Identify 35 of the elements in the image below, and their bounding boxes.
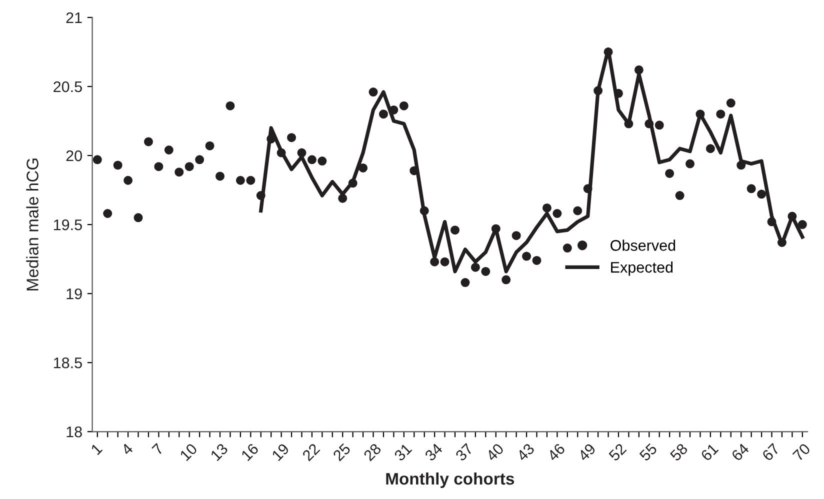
x-tick-label: 10 bbox=[179, 442, 198, 462]
x-tick-label: 37 bbox=[454, 442, 474, 462]
x-tick-label: 70 bbox=[792, 442, 811, 462]
x-tick-label: 67 bbox=[762, 442, 780, 462]
y-axis-title: Median male hCG bbox=[26, 158, 38, 290]
x-tick-label: 16 bbox=[240, 442, 260, 462]
x-tick-label: 25 bbox=[332, 442, 352, 462]
y-tick-label: 18.5 bbox=[54, 357, 82, 368]
x-tick-label: 58 bbox=[669, 442, 688, 462]
x-tick-label: 28 bbox=[363, 442, 382, 462]
x-tick-label: 7 bbox=[152, 442, 164, 456]
y-tick-label: 20.5 bbox=[54, 81, 82, 92]
x-tick-label: 4 bbox=[120, 442, 134, 456]
x-tick-label: 43 bbox=[516, 442, 535, 462]
x-tick-label: 52 bbox=[608, 442, 627, 462]
legend-label: Observed bbox=[610, 240, 676, 251]
x-tick-label: 13 bbox=[210, 442, 228, 462]
x-tick-label: 61 bbox=[700, 442, 719, 462]
x-tick-label: 64 bbox=[730, 442, 750, 462]
y-tick-label: 18 bbox=[66, 426, 82, 438]
x-tick-label: 22 bbox=[302, 442, 320, 462]
y-tick-label: 19 bbox=[66, 288, 82, 300]
y-tick-label: 21 bbox=[66, 12, 82, 23]
y-tick-label: 20 bbox=[66, 150, 82, 162]
x-axis-title: Monthly cohorts bbox=[386, 472, 514, 488]
x-tick-label: 1 bbox=[90, 442, 103, 456]
x-tick-label: 40 bbox=[485, 442, 504, 462]
x-tick-label: 19 bbox=[271, 442, 290, 462]
y-tick-label: 19.5 bbox=[54, 219, 82, 230]
x-tick-label: 55 bbox=[638, 442, 658, 462]
x-tick-label: 49 bbox=[577, 442, 596, 462]
x-tick-label: 34 bbox=[424, 442, 444, 462]
legend-label: Expected bbox=[611, 262, 673, 276]
x-tick-label: 31 bbox=[394, 442, 412, 462]
x-tick-label: 46 bbox=[546, 442, 566, 462]
